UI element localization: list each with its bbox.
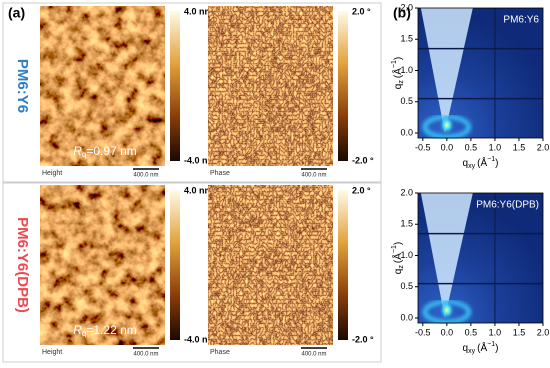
axis-symbol: q xyxy=(463,158,469,169)
axis-superscript: −1 xyxy=(487,156,495,163)
image-caption: Phase xyxy=(210,349,230,356)
axis-label: qxy (Å−1) xyxy=(463,156,499,170)
colorbar-min: -2.0 ° xyxy=(352,155,374,165)
x-tick-label: 1.5 xyxy=(513,142,526,152)
sample-label: PM6:Y6(DPB) xyxy=(476,200,539,211)
afm-image xyxy=(208,6,333,166)
roughness-value: =0.97 nm xyxy=(86,144,136,158)
x-tick-label: 1.0 xyxy=(489,327,502,337)
colorbar-min: -2.0 ° xyxy=(352,334,374,344)
colorbar-min: -4.0 nm xyxy=(184,155,216,165)
axis-label: qz (Å−1) xyxy=(391,242,405,274)
colorbar xyxy=(170,11,180,161)
image-caption: Phase xyxy=(210,170,230,177)
plot-frame xyxy=(417,192,544,324)
x-tick-label: 1.5 xyxy=(513,327,526,337)
axis-symbol: q xyxy=(393,84,404,90)
axis-subscript: z xyxy=(398,80,405,84)
x-tick-label: 0.0 xyxy=(441,327,454,337)
x-tick-label: 0.0 xyxy=(441,142,454,152)
y-tick-label: 0.0 xyxy=(400,312,413,322)
axis-label: qxy (Å−1) xyxy=(463,341,499,355)
plot-frame xyxy=(417,7,544,139)
colorbar-max: 4.0 nm xyxy=(184,6,213,16)
y-tick-label: 1.0 xyxy=(400,65,413,75)
axis-superscript: −1 xyxy=(391,60,398,68)
axis-close: ) xyxy=(495,343,498,354)
axis-subscript: xy xyxy=(468,348,476,355)
axis-subscript: xy xyxy=(468,163,476,170)
axis-unit: (Å xyxy=(391,68,404,78)
x-tick-label: -0.5 xyxy=(415,142,431,152)
panel-label: (b) xyxy=(393,5,411,21)
y-tick-label: 2.0 xyxy=(400,2,413,12)
x-tick-label: 0.5 xyxy=(465,327,478,337)
roughness-value: =1.22 nm xyxy=(86,323,136,337)
axis-unit: (Å xyxy=(477,341,487,354)
afm-image xyxy=(40,6,165,166)
scale-bar-label: 400.0 nm xyxy=(133,173,158,179)
y-tick-label: 1.5 xyxy=(400,34,413,44)
row-frame xyxy=(2,2,382,184)
axis-unit: (Å xyxy=(477,156,487,169)
y-tick-label: 1.5 xyxy=(400,219,413,229)
axis-close: ) xyxy=(393,57,404,60)
image-caption: Height xyxy=(42,349,62,356)
sample-label: PM6:Y6 xyxy=(14,59,31,113)
missing-wedge xyxy=(420,8,473,133)
missing-wedge xyxy=(420,193,473,318)
colorbar-max: 2.0 ° xyxy=(352,185,371,195)
roughness-symbol: R xyxy=(73,323,82,337)
panel-label: (a) xyxy=(8,5,25,21)
axis-superscript: −1 xyxy=(487,341,495,348)
afm-image xyxy=(208,185,333,345)
y-tick-label: 0.5 xyxy=(400,281,413,291)
x-tick-label: 1.0 xyxy=(489,142,502,152)
y-tick-label: 0.5 xyxy=(400,96,413,106)
colorbar-min: -4.0 nm xyxy=(184,334,216,344)
roughness-subscript: q xyxy=(82,329,86,338)
sample-label: PM6:Y6 xyxy=(503,15,539,26)
roughness-label: Rq=1.22 nm xyxy=(73,323,137,338)
afm-image xyxy=(40,185,165,345)
y-tick-label: 2.0 xyxy=(400,187,413,197)
sample-label: PM6:Y6(DPB) xyxy=(14,217,31,313)
y-tick-label: 1.0 xyxy=(400,250,413,260)
y-tick-label: 0.0 xyxy=(400,127,413,137)
scale-bar-label: 400.0 nm xyxy=(133,352,158,358)
roughness-subscript: q xyxy=(82,150,86,159)
roughness-symbol: R xyxy=(73,144,82,158)
colorbar xyxy=(338,11,348,161)
image-caption: Height xyxy=(42,170,62,177)
colorbar xyxy=(338,190,348,340)
scale-bar-label: 400.0 nm xyxy=(301,173,326,179)
axis-subscript: z xyxy=(398,265,405,269)
diffraction-spot xyxy=(438,300,455,320)
x-tick-label: 2.0 xyxy=(537,327,550,337)
roughness-label: Rq=0.97 nm xyxy=(73,144,137,159)
diffraction-spot xyxy=(438,115,455,135)
axis-symbol: q xyxy=(463,343,469,354)
x-tick-label: 2.0 xyxy=(537,142,550,152)
row-frame xyxy=(2,181,382,363)
x-tick-label: 0.5 xyxy=(465,142,478,152)
colorbar-max: 4.0 nm xyxy=(184,185,213,195)
scale-bar-label: 400.0 nm xyxy=(301,352,326,358)
axis-label: qz (Å−1) xyxy=(391,57,405,89)
axis-close: ) xyxy=(495,158,498,169)
axis-symbol: q xyxy=(393,269,404,275)
colorbar xyxy=(170,190,180,340)
axis-close: ) xyxy=(393,242,404,245)
axis-superscript: −1 xyxy=(391,245,398,253)
axis-unit: (Å xyxy=(391,253,404,263)
colorbar-max: 2.0 ° xyxy=(352,6,371,16)
x-tick-label: -0.5 xyxy=(415,327,431,337)
